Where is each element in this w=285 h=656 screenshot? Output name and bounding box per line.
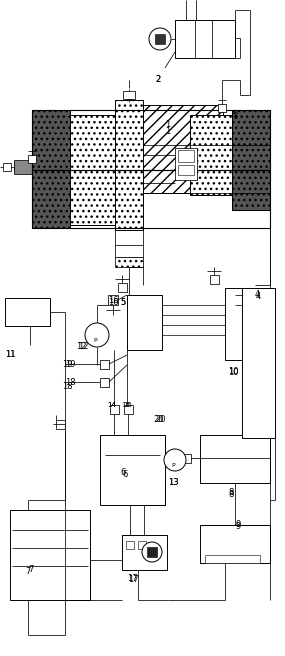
- Bar: [126, 541, 134, 549]
- Text: 7: 7: [25, 567, 30, 576]
- Text: 1: 1: [165, 120, 170, 129]
- Text: 3: 3: [230, 110, 235, 119]
- Text: 20: 20: [153, 415, 164, 424]
- Text: 10: 10: [228, 368, 239, 377]
- Bar: [210, 275, 219, 284]
- Text: 15: 15: [121, 402, 130, 408]
- Bar: [178, 165, 194, 175]
- Bar: [147, 547, 157, 557]
- Bar: [190, 115, 232, 195]
- Bar: [242, 288, 275, 438]
- Bar: [118, 283, 127, 292]
- Text: 1: 1: [165, 127, 170, 136]
- Bar: [3, 163, 11, 171]
- Text: 3: 3: [232, 112, 237, 121]
- Text: 13: 13: [168, 478, 179, 487]
- Bar: [200, 435, 270, 483]
- Bar: [175, 20, 235, 58]
- Text: 20: 20: [155, 415, 166, 424]
- Bar: [115, 245, 143, 257]
- Text: 18: 18: [62, 382, 73, 391]
- Bar: [14, 160, 32, 174]
- Bar: [182, 454, 191, 463]
- Text: 8: 8: [228, 488, 233, 497]
- Text: 9: 9: [235, 520, 240, 529]
- Text: 14: 14: [107, 402, 116, 408]
- Bar: [32, 110, 70, 228]
- Text: 11: 11: [5, 350, 15, 359]
- Text: 4: 4: [255, 290, 260, 299]
- Bar: [178, 150, 194, 162]
- Bar: [100, 435, 165, 505]
- Text: 18: 18: [65, 378, 76, 387]
- Bar: [115, 257, 143, 267]
- Bar: [123, 91, 135, 99]
- Bar: [225, 288, 275, 360]
- Text: 14: 14: [107, 402, 116, 408]
- Text: 12: 12: [76, 342, 87, 351]
- Bar: [125, 91, 133, 98]
- Text: 5: 5: [120, 298, 125, 307]
- Text: 12: 12: [78, 342, 89, 351]
- Text: 13: 13: [168, 478, 179, 487]
- Bar: [32, 170, 270, 228]
- Circle shape: [149, 28, 171, 50]
- Bar: [124, 405, 133, 414]
- Bar: [138, 541, 146, 549]
- Text: 16: 16: [108, 296, 119, 305]
- Text: 2: 2: [155, 75, 160, 84]
- Text: 16: 16: [108, 298, 119, 307]
- Text: 15: 15: [123, 402, 132, 408]
- Text: 8: 8: [228, 490, 233, 499]
- Bar: [5, 298, 50, 326]
- Text: 4: 4: [256, 292, 261, 301]
- Text: P: P: [93, 338, 97, 343]
- Bar: [28, 155, 36, 163]
- Bar: [32, 110, 270, 170]
- Text: 17: 17: [128, 575, 139, 584]
- Text: 7: 7: [28, 565, 33, 574]
- Bar: [10, 510, 90, 600]
- Text: 19: 19: [65, 360, 76, 369]
- Text: 17: 17: [127, 574, 138, 583]
- Bar: [232, 110, 270, 210]
- Bar: [175, 148, 197, 180]
- Circle shape: [142, 542, 162, 562]
- Bar: [122, 535, 167, 570]
- Bar: [143, 105, 223, 193]
- Bar: [200, 525, 270, 563]
- Circle shape: [85, 323, 109, 347]
- Bar: [70, 115, 128, 225]
- Bar: [32, 110, 70, 228]
- Text: 5: 5: [120, 298, 125, 307]
- Text: 6: 6: [122, 470, 127, 479]
- Bar: [100, 378, 109, 387]
- Text: P: P: [171, 463, 175, 468]
- Text: 19: 19: [62, 360, 72, 369]
- Bar: [108, 295, 118, 305]
- Bar: [218, 104, 226, 112]
- Bar: [115, 100, 143, 230]
- Text: 2: 2: [155, 75, 160, 84]
- Text: 6: 6: [120, 468, 125, 477]
- Text: 11: 11: [5, 350, 15, 359]
- Bar: [110, 405, 119, 414]
- Bar: [56, 420, 65, 429]
- Text: 9: 9: [235, 522, 240, 531]
- Bar: [205, 555, 260, 563]
- Text: 10: 10: [228, 367, 239, 376]
- Bar: [155, 34, 165, 44]
- Bar: [127, 295, 162, 350]
- Bar: [100, 360, 109, 369]
- Circle shape: [164, 449, 186, 471]
- Bar: [232, 110, 270, 210]
